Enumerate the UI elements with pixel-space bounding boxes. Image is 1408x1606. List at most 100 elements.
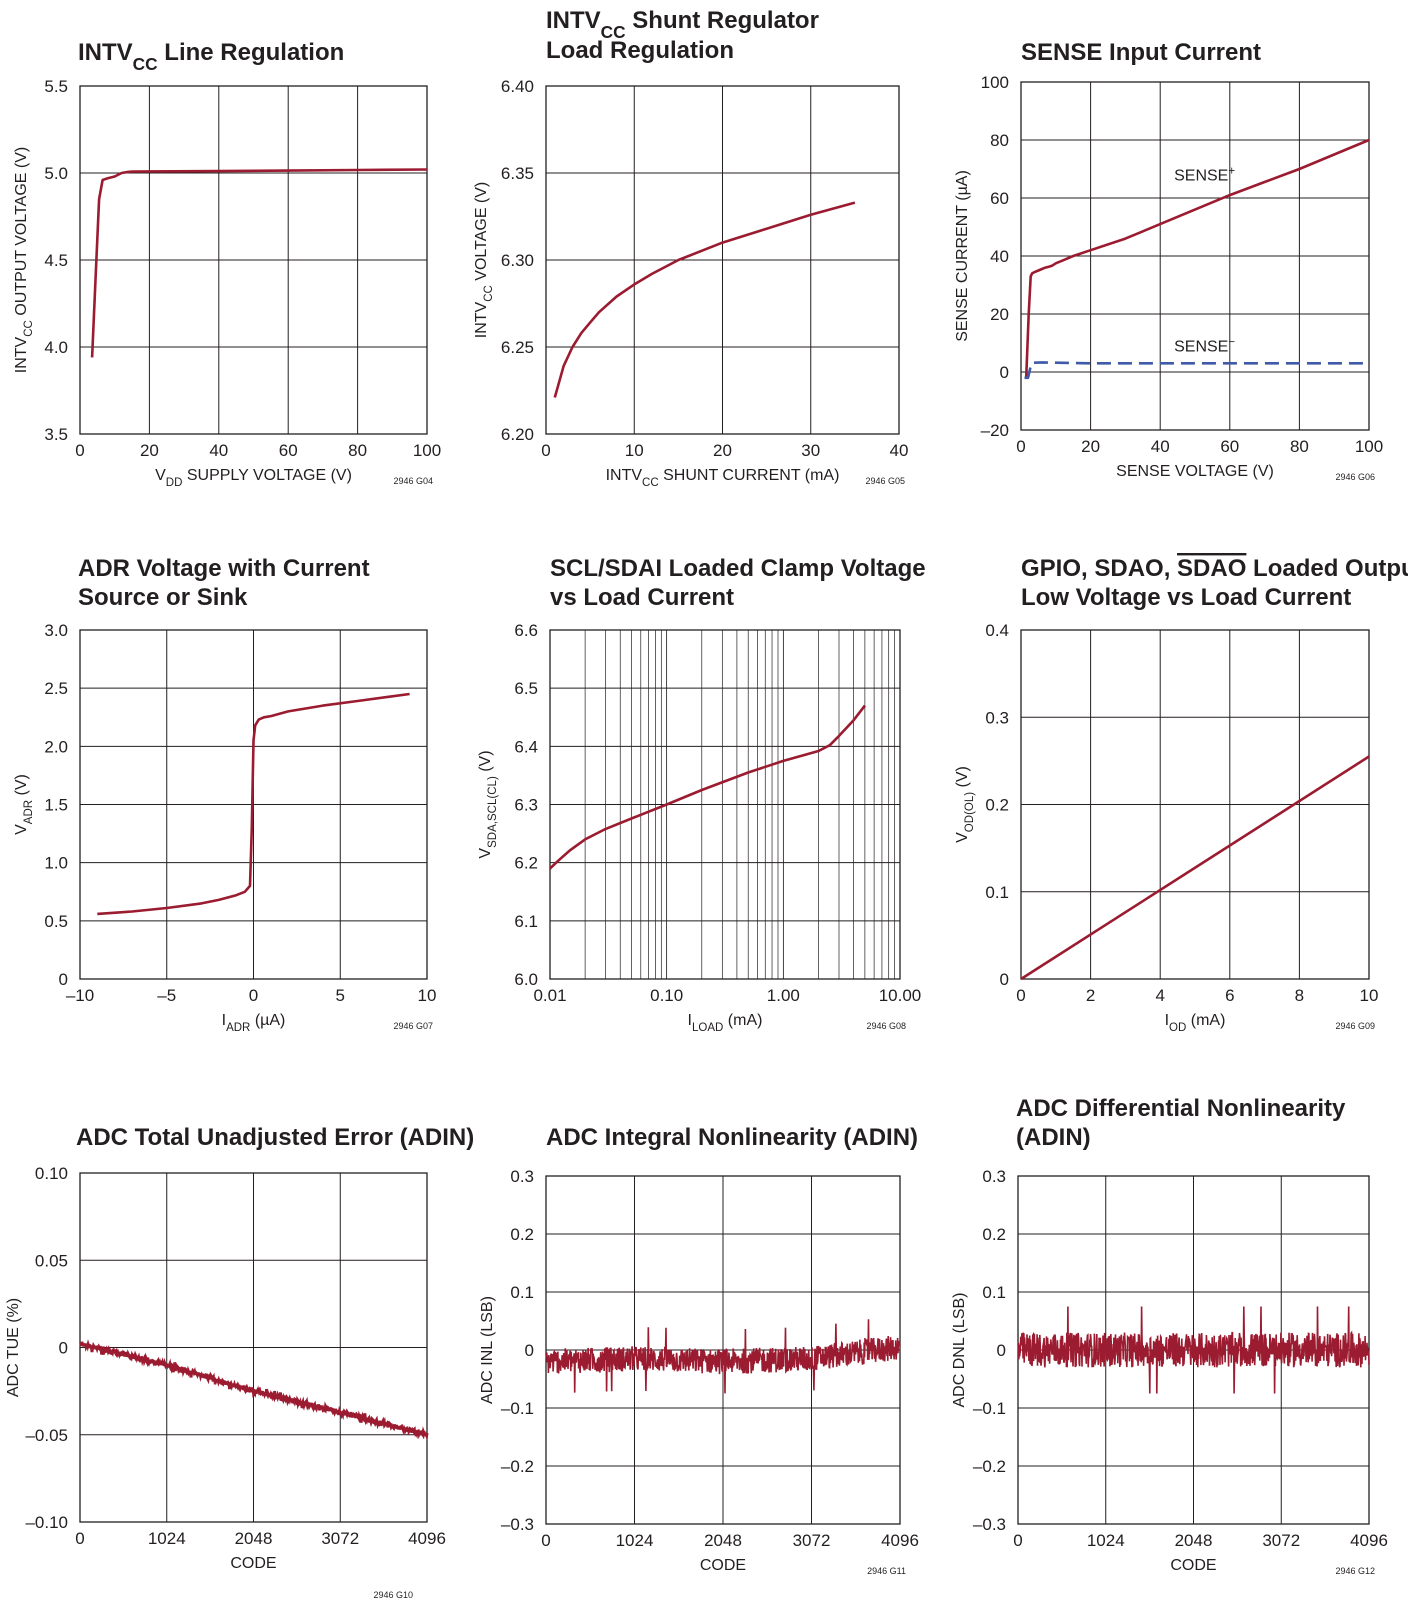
x-tick-label: 2048 [704,1531,742,1550]
y-tick-label: 5.0 [44,164,68,183]
plot-frame [545,85,900,435]
y-tick-label: 60 [990,189,1009,208]
series-line [549,704,866,870]
series-line [1020,755,1370,981]
plot-frame [79,629,428,980]
y-tick-label: 0 [59,1339,68,1358]
plot-frame [549,629,901,980]
chart-title: Source or Sink [78,584,248,611]
x-axis-label: CODE [230,1555,276,1572]
x-tick-label: 3072 [1262,1531,1300,1550]
y-tick-label: 4.5 [44,251,68,270]
y-tick-label: 2.5 [44,679,68,698]
x-axis-label: IADR (µA) [222,1012,286,1034]
y-tick-label: –20 [981,421,1009,440]
chart-8: ADC Integral Nonlinearity (ADIN) 0 1024 204… [479,1124,919,1576]
chart-7: ADC Total Unadjusted Error (ADIN) 0 1024 20… [5,1124,474,1600]
x-tick-label: 4096 [408,1529,446,1548]
y-tick-label: –0.10 [25,1513,68,1532]
x-tick-label: 1024 [148,1529,186,1548]
y-tick-label: 6.0 [514,970,538,989]
x-tick-label: 5 [336,986,345,1005]
y-tick-label: 6.5 [514,679,538,698]
y-tick-label: 0.4 [985,621,1009,640]
series-line [1024,138,1370,378]
x-tick-label: 0 [249,986,258,1005]
chart-title: (ADIN) [1016,1124,1091,1151]
y-tick-label: 0.3 [982,1167,1006,1186]
chart-title: ADC Total Unadjusted Error (ADIN) [76,1124,474,1151]
x-axis-label: CODE [1170,1557,1216,1574]
x-tick-label: 10.00 [879,986,922,1005]
y-tick-label: 6.40 [501,77,534,96]
chart-title: SENSE Input Current [1021,39,1261,66]
series-annotation: SENSE− [1174,337,1235,356]
series-trace [545,1319,901,1394]
y-tick-label: 0.1 [985,883,1009,902]
y-tick-label: 6.2 [514,854,538,873]
chart-title: Low Voltage vs Load Current [1021,584,1351,611]
y-tick-label: 0 [1000,363,1009,382]
plot-frame [1020,81,1370,431]
y-tick-label: 6.4 [514,737,538,756]
y-tick-label: –0.3 [501,1515,534,1534]
chart-title: SCL/SDAI Loaded Clamp Voltage [550,555,926,582]
chart-title: ADC Integral Nonlinearity (ADIN) [546,1124,918,1151]
y-tick-label: 20 [990,305,1009,324]
x-tick-label: 0 [1013,1531,1022,1550]
y-tick-label: 6.20 [501,425,534,444]
y-tick-label: –0.1 [973,1399,1006,1418]
x-tick-label: 0.10 [650,986,683,1005]
y-tick-label: 0.05 [35,1251,68,1270]
x-tick-label: 4 [1155,986,1164,1005]
y-tick-label: 2.0 [44,737,68,756]
y-tick-label: 4.0 [44,338,68,357]
y-tick-label: 3.5 [44,425,68,444]
x-tick-label: 1024 [616,1531,654,1550]
y-tick-label: 0.2 [982,1225,1006,1244]
y-tick-label: 6.6 [514,621,538,640]
y-axis-label: ADC TUE (%) [5,1298,22,1397]
figure-code: 2946 G10 [373,1590,413,1600]
x-tick-label: 20 [713,441,732,460]
x-tick-label: 3072 [321,1529,359,1548]
chart-title: INTVCC Shunt Regulator [546,7,819,42]
x-tick-label: 20 [1081,437,1100,456]
y-tick-label: 0 [525,1341,534,1360]
y-tick-label: 6.1 [514,912,538,931]
y-tick-label: 6.25 [501,338,534,357]
y-tick-label: –0.1 [501,1399,534,1418]
x-tick-label: 0.01 [533,986,566,1005]
x-axis-label: CODE [700,1557,746,1574]
x-tick-label: 0 [1016,986,1025,1005]
x-tick-label: 8 [1295,986,1304,1005]
x-tick-label: 30 [801,441,820,460]
y-axis-label: SENSE CURRENT (µA) [954,170,971,342]
chart-title: INTVCC Line Regulation [78,39,344,74]
x-axis-label: SENSE VOLTAGE (V) [1116,463,1274,480]
x-tick-label: 40 [1151,437,1170,456]
figure-code: 2946 G08 [866,1021,906,1031]
y-axis-label: ADC DNL (LSB) [951,1293,968,1408]
y-tick-label: 100 [981,73,1009,92]
x-tick-label: 1.00 [767,986,800,1005]
figure-code: 2946 G06 [1335,472,1375,482]
y-tick-label: 3.0 [44,621,68,640]
x-tick-label: 0 [1016,437,1025,456]
x-tick-label: 0 [541,441,550,460]
x-tick-label: 40 [890,441,909,460]
figure-code: 2946 G04 [393,476,433,486]
chart-1: INTVCC Line Regulation 0 20 40 60 80 100 3.5 4.0… [13,39,441,489]
x-tick-label: 20 [140,441,159,460]
x-tick-label: 40 [209,441,228,460]
x-tick-label: 80 [1290,437,1309,456]
x-tick-label: 0 [541,1531,550,1550]
x-tick-label: 100 [413,441,441,460]
y-tick-label: 0.3 [985,708,1009,727]
figure-code: 2946 G12 [1335,1566,1375,1576]
figure-code: 2946 G05 [865,476,905,486]
series-trace [79,1339,429,1441]
x-tick-label: 0 [75,1529,84,1548]
